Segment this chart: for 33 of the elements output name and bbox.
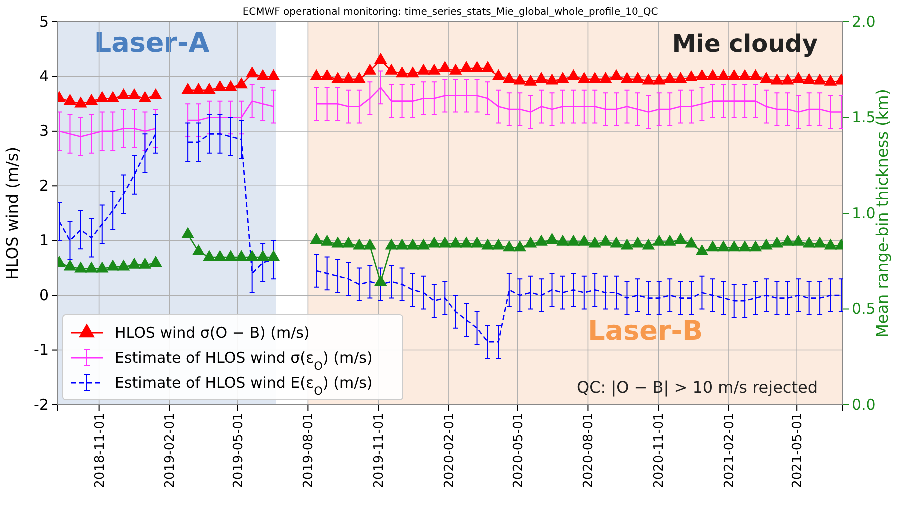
chart-title: ECMWF operational monitoring: time_series_stats_Mie_global_whole_profile_10_QC [242,7,658,18]
x-tick-label: 2020-05-01 [511,412,526,488]
x-tick-label: 2020-11-01 [652,412,668,488]
x-tick-label: 2020-08-01 [582,412,597,488]
x-tick-label: 2018-11-01 [92,412,108,488]
y2-tick-label: 2.0 [852,12,876,31]
y-tick-label: -2 [34,396,49,414]
x-tick-label: 2019-11-01 [372,412,388,488]
annotation: Mie cloudy [672,30,818,58]
x-tick-label: 2021-02-01 [722,412,738,488]
x-tick-label: 2019-02-01 [163,412,178,488]
y-tick-label: 3 [39,122,49,140]
y-tick-label: 0 [39,286,49,304]
y-axis-title: HLOS wind (m/s) [3,147,22,280]
y-tick-label: -1 [34,341,49,360]
y-tick-label: 1 [39,232,49,250]
x-tick-label: 2019-05-01 [231,412,246,488]
y-tick-label: 4 [39,68,49,86]
legend-label: HLOS wind σ(O − B) (m/s) [115,324,310,342]
x-tick-label: 2019-08-01 [302,412,317,488]
y2-tick-label: 1.5 [852,108,876,127]
y-tick-label: 2 [39,176,49,195]
legend-label: Estimate of HLOS wind E(ε$_{O}$) (m/s) [115,374,373,398]
y2-tick-label: 1.0 [852,204,876,222]
band-label: Laser-B [588,316,704,347]
annotation: QC: |O − B| > 10 m/s rejected [576,378,818,397]
x-tick-label: 2020-02-01 [442,412,458,488]
x-tick-label: 2021-05-01 [790,412,806,488]
band-label: Laser-A [94,28,210,59]
y-tick-label: 5 [39,12,49,31]
y2-tick-label: 0.5 [852,300,876,318]
legend-label: Estimate of HLOS wind σ(ε$_{O}$) (m/s) [115,349,373,372]
y2-tick-label: 0.0 [852,396,876,414]
